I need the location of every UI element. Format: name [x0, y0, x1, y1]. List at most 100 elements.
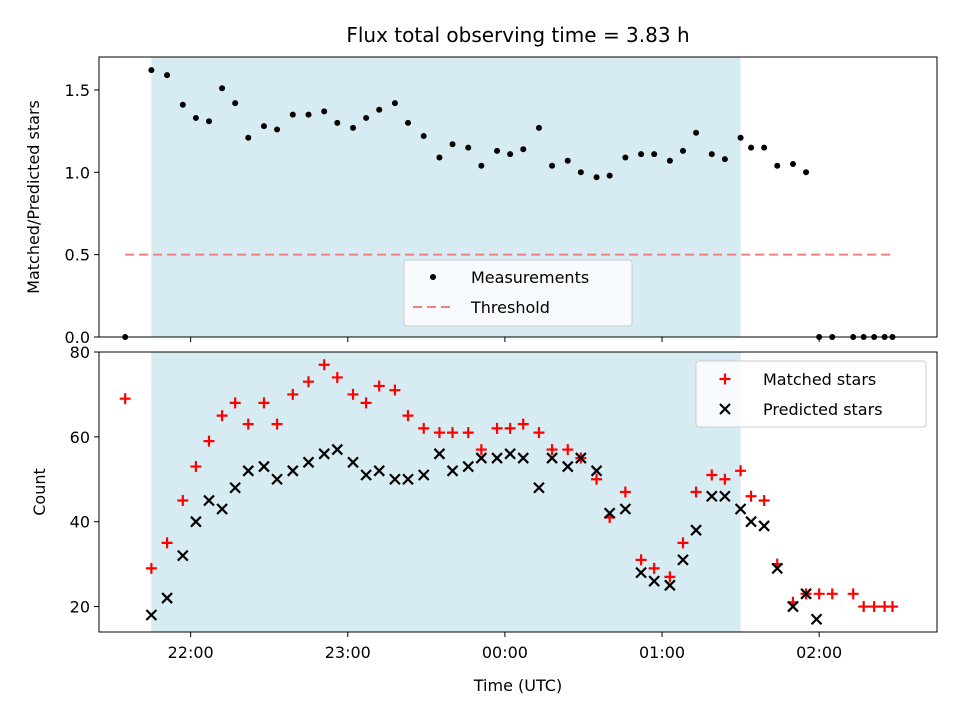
- measurement-point: [494, 147, 501, 154]
- predicted-star-point: [203, 494, 215, 507]
- matched-star-point: [517, 418, 529, 430]
- predicted-star-point: [258, 460, 270, 473]
- predicted-star-point: [242, 465, 255, 477]
- bottom-observing-span: [151, 352, 741, 632]
- matched-star-point: [664, 571, 676, 583]
- matched-star-point: [161, 537, 173, 549]
- measurement-point: [376, 106, 383, 113]
- measurement-point: [789, 161, 796, 168]
- matched-star-point: [690, 486, 702, 498]
- bottom-x-ticks: 22:00 23:00 00:00 01:00 02:00: [168, 632, 842, 662]
- predicted-star-point: [517, 452, 530, 464]
- matched-star-point: [491, 422, 503, 434]
- measurement-point: [363, 114, 370, 121]
- predicted-star-point: [145, 609, 158, 621]
- matched-star-point: [360, 397, 372, 409]
- predicted-star-point: [331, 443, 344, 456]
- y-tick-label: 40: [70, 513, 90, 532]
- matched-star-point: [868, 601, 880, 613]
- measurement-point: [507, 151, 514, 158]
- legend-label: Measurements: [471, 268, 589, 287]
- predicted-star-point: [216, 503, 228, 515]
- measurement-point: [606, 172, 613, 179]
- predicted-star-point: [433, 448, 446, 460]
- predicted-stars-points: [145, 443, 823, 626]
- matched-star-point: [546, 444, 558, 456]
- predicted-star-point: [491, 452, 503, 464]
- matched-star-point: [826, 588, 838, 600]
- predicted-star-point: [373, 465, 385, 477]
- predicted-star-point: [402, 473, 414, 486]
- measurement-point: [666, 157, 673, 164]
- top-y-axis-label: Matched/Predicted stars: [24, 100, 43, 294]
- predicted-star-point: [635, 566, 647, 579]
- measurement-point: [535, 124, 542, 131]
- measurement-point: [205, 118, 212, 125]
- matched-star-point: [242, 418, 254, 430]
- predicted-star-point: [561, 460, 574, 473]
- legend-frame: [695, 360, 927, 428]
- predicted-star-point: [161, 592, 173, 604]
- measurement-point: [748, 144, 755, 151]
- matched-star-point: [648, 562, 660, 574]
- measurement-point: [219, 85, 226, 92]
- predicted-star-point: [546, 452, 558, 464]
- predicted-star-point: [648, 575, 660, 587]
- matched-star-point: [758, 494, 770, 506]
- bottom-y-axis-label: Count: [30, 468, 49, 516]
- matched-star-point: [635, 554, 647, 566]
- predicted-star-point: [590, 465, 603, 477]
- predicted-star-point: [745, 515, 757, 528]
- matched-star-point: [706, 469, 718, 481]
- legend-predicted-marker: [719, 403, 731, 415]
- bottom-axes-frame: [98, 351, 938, 633]
- matched-star-point: [203, 435, 215, 447]
- measurement-point: [391, 100, 398, 107]
- predicted-star-point: [318, 448, 330, 460]
- top-axes-frame: [98, 56, 938, 338]
- measurement-point: [708, 151, 715, 158]
- predicted-star-point: [787, 600, 799, 613]
- measurement-point: [593, 174, 600, 181]
- predicted-star-point: [177, 549, 189, 562]
- y-tick-label: 1.0: [65, 163, 90, 182]
- measurement-point: [148, 67, 155, 74]
- predicted-star-point: [810, 613, 823, 626]
- y-tick-label: 0.0: [65, 328, 90, 347]
- predicted-star-point: [677, 554, 689, 566]
- matched-star-point: [677, 537, 689, 549]
- predicted-star-point: [771, 562, 784, 575]
- matched-star-point: [847, 588, 859, 600]
- predicted-star-point: [360, 469, 372, 481]
- measurement-point: [520, 146, 527, 153]
- predicted-star-point: [389, 473, 401, 486]
- measurement-point: [651, 151, 658, 158]
- measurement-point: [638, 151, 645, 158]
- predicted-star-point: [619, 503, 632, 515]
- measurement-points: [122, 67, 896, 340]
- measurement-point: [465, 144, 472, 151]
- measurement-point: [549, 162, 556, 169]
- bottom-legend: Matched stars Predicted stars: [695, 360, 927, 428]
- matched-star-point: [719, 473, 731, 485]
- predicted-star-point: [446, 465, 459, 477]
- matched-star-point: [303, 376, 314, 388]
- matched-star-point: [533, 427, 545, 439]
- measurement-point: [721, 156, 728, 163]
- matched-star-point: [562, 444, 574, 456]
- matched-star-point: [813, 588, 825, 600]
- legend-label: Predicted stars: [763, 400, 883, 419]
- predicted-star-point: [734, 503, 747, 515]
- measurement-point: [420, 133, 427, 140]
- matched-star-point: [418, 422, 430, 434]
- y-tick-label: 60: [70, 428, 90, 447]
- measurement-point: [577, 169, 584, 176]
- measurement-point: [737, 134, 744, 141]
- y-tick-label: 80: [70, 343, 90, 362]
- matched-star-point: [619, 486, 631, 498]
- predicted-star-point: [603, 507, 616, 519]
- predicted-star-point: [417, 469, 430, 481]
- predicted-star-point: [575, 452, 587, 464]
- matched-star-point: [504, 422, 516, 434]
